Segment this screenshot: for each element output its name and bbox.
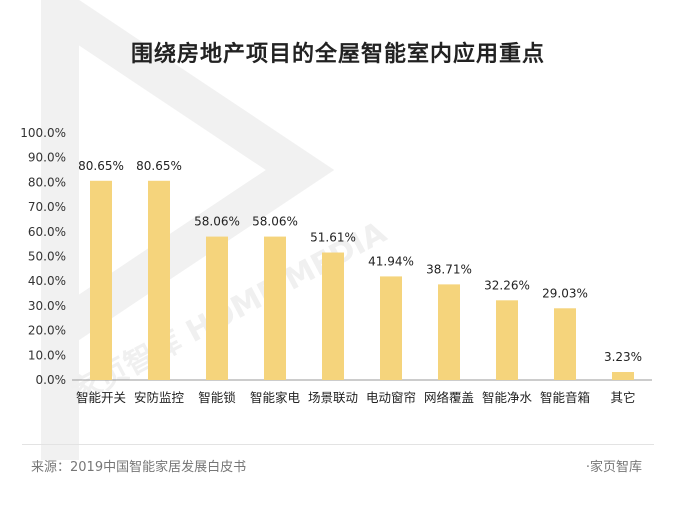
data-label: 51.61% (310, 231, 356, 245)
x-tick-label: 智能净水 (482, 390, 533, 405)
x-tick-label: 智能家电 (250, 390, 301, 405)
y-tick-label: 80.0% (28, 175, 66, 189)
brand-name: ·家页智库 (585, 460, 642, 475)
x-tick-label: 智能开关 (76, 390, 126, 405)
bar (206, 236, 228, 380)
y-tick-label: 90.0% (28, 151, 66, 165)
data-label: 38.71% (426, 262, 472, 276)
x-tick-label: 智能音箱 (540, 390, 590, 405)
data-label: 58.06% (252, 215, 298, 229)
y-tick-label: 60.0% (28, 225, 66, 239)
x-tick-label: 场景联动 (308, 390, 358, 405)
data-label: 80.65% (136, 159, 182, 173)
x-tick-label: 其它 (610, 390, 635, 405)
x-tick-label: 安防监控 (134, 390, 185, 405)
data-label: 29.03% (542, 286, 588, 300)
x-tick-label: 网络覆盖 (424, 390, 474, 405)
bar (438, 284, 460, 380)
y-tick-label: 30.0% (28, 299, 66, 313)
bar (496, 300, 518, 380)
bar (612, 372, 634, 380)
x-tick-label: 电动窗帘 (366, 390, 416, 405)
chart-title: 围绕房地产项目的全屋智能室内应用重点 (130, 42, 545, 67)
footer-divider (22, 444, 654, 445)
y-tick-label: 20.0% (28, 324, 66, 338)
y-tick-label: 40.0% (28, 274, 66, 288)
data-label: 41.94% (368, 254, 414, 268)
y-tick-label: 0.0% (36, 373, 67, 387)
data-label: 32.26% (484, 278, 530, 292)
source-note: 来源：2019中国智能家居发展白皮书 (31, 460, 247, 475)
y-tick-label: 10.0% (28, 348, 66, 362)
bar (322, 252, 344, 380)
data-label: 58.06% (194, 215, 240, 229)
x-tick-label: 智能锁 (198, 390, 236, 405)
data-label: 80.65% (78, 159, 124, 173)
bar (90, 180, 112, 380)
bar (264, 236, 286, 380)
bar (148, 180, 170, 380)
y-tick-label: 50.0% (28, 250, 66, 264)
bar (380, 276, 402, 380)
bar (554, 308, 576, 380)
data-label: 3.23% (604, 350, 642, 364)
y-tick-label: 70.0% (28, 200, 66, 214)
y-tick-label: 100.0% (20, 126, 66, 140)
